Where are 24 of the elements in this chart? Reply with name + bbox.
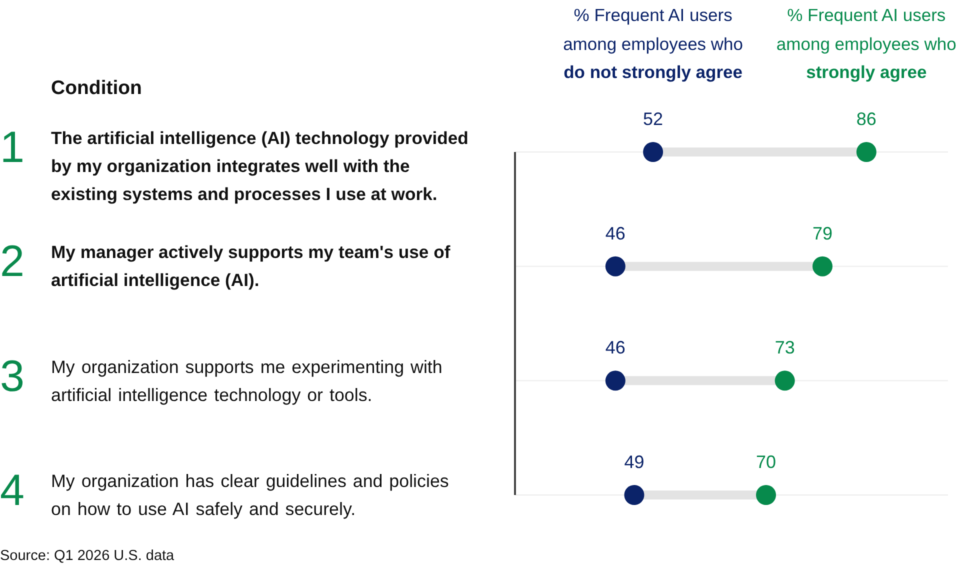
data-label: 70 (756, 452, 776, 472)
text: % Frequent AI users among employees who strongly agree (776, 5, 956, 82)
source-note: Source: Q1 2026 U.S. data (0, 547, 174, 565)
data-label: 46 (605, 223, 626, 244)
text: % Frequent AI users among employees who do not strongly agree (563, 5, 744, 82)
y-tick-label: 2 My manager actively supports my team's use of artificial intelligence (AI). (0, 237, 452, 292)
point (605, 370, 626, 391)
y-tick-label: 4 My organization has clear guidelines and policies on how to use AI safely and securely. (0, 466, 450, 521)
point (643, 142, 664, 162)
point (856, 142, 876, 162)
data-label: 52 (643, 109, 664, 129)
data-label: 46 (605, 338, 626, 358)
point (624, 485, 644, 505)
point (774, 370, 795, 391)
y-axis-title: Condition (51, 76, 142, 100)
y-tick-label: 3 My organization supports me experimenting with artificial intelligence technology or tools. (0, 352, 444, 407)
data-label: 49 (624, 452, 644, 472)
y-tick-label: 1 The artificial intelligence (AI) technology provided by my organization integrates well with the existing systems and processes I use at work. (0, 123, 469, 206)
point (605, 256, 626, 276)
point (812, 256, 832, 276)
point (756, 485, 776, 505)
data-label: 79 (812, 223, 833, 244)
data-label: 73 (774, 338, 795, 358)
data-label: 86 (856, 109, 876, 129)
